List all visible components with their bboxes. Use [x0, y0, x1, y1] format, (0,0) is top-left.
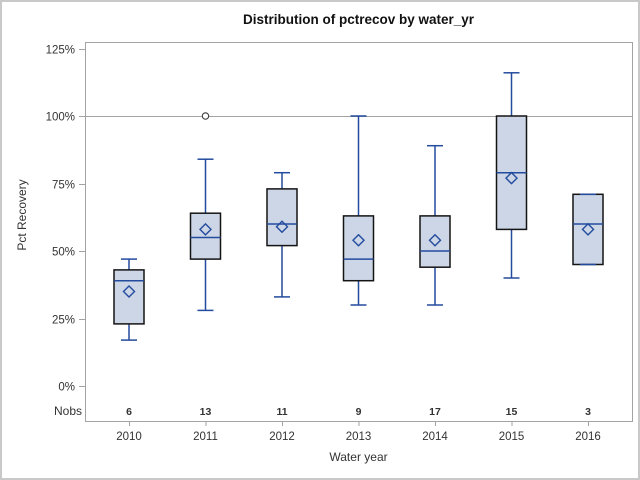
nobs-value: 3 [585, 406, 591, 418]
iqr-box [419, 215, 451, 268]
x-tick-label: 2010 [116, 431, 142, 443]
x-tick-label: 2011 [193, 431, 218, 443]
x-tick-label: 2014 [422, 431, 448, 443]
y-tick-label: 125% [46, 45, 75, 57]
nobs-value: 6 [126, 406, 132, 418]
y-tick-label: 0% [58, 382, 75, 394]
mean-diamond [352, 233, 365, 247]
nobs-value: 15 [506, 406, 518, 418]
iqr-box [266, 188, 298, 247]
nobs-value: 17 [429, 406, 441, 418]
x-tick-label: 2012 [269, 431, 295, 443]
iqr-box [342, 215, 375, 282]
y-tick-label: 100% [46, 112, 75, 124]
x-tick-label: 2016 [575, 431, 601, 443]
y-tick-label: 75% [52, 180, 75, 192]
mean-diamond [505, 171, 518, 185]
y-tick-label: 25% [52, 315, 75, 327]
x-axis-title: Water year [329, 450, 388, 464]
mean-diamond [581, 222, 595, 236]
nobs-value: 9 [356, 406, 362, 418]
mean-diamond [122, 285, 136, 298]
x-tick-label: 2013 [346, 431, 372, 443]
y-tick-label: 50% [52, 247, 75, 259]
mean-diamond [199, 222, 212, 236]
mean-diamond [428, 233, 442, 247]
iqr-box [189, 212, 222, 260]
mean-diamond [275, 220, 289, 234]
nobs-row-label: Nobs [53, 404, 82, 418]
outlier-point [201, 112, 210, 120]
chart-title: Distribution of pctrecov by water_yr [242, 12, 475, 27]
nobs-value: 11 [276, 406, 287, 418]
iqr-box [572, 193, 604, 266]
x-tick-label: 2015 [499, 431, 525, 443]
nobs-value: 13 [200, 406, 212, 418]
